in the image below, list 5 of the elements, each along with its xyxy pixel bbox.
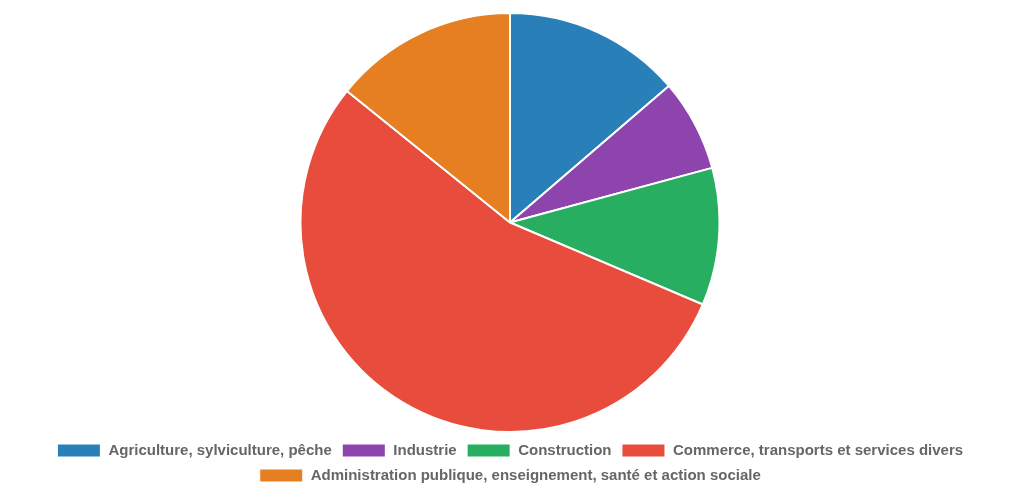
legend-label: Commerce, transports et services divers [672, 440, 964, 458]
legend-label: Construction [518, 440, 612, 458]
legend-label: Administration publique, enseignement, santé et action sociale [310, 465, 761, 483]
legend-label: Industrie [393, 440, 457, 458]
legend-label: Agriculture, sylviculture, pêche [108, 440, 332, 458]
